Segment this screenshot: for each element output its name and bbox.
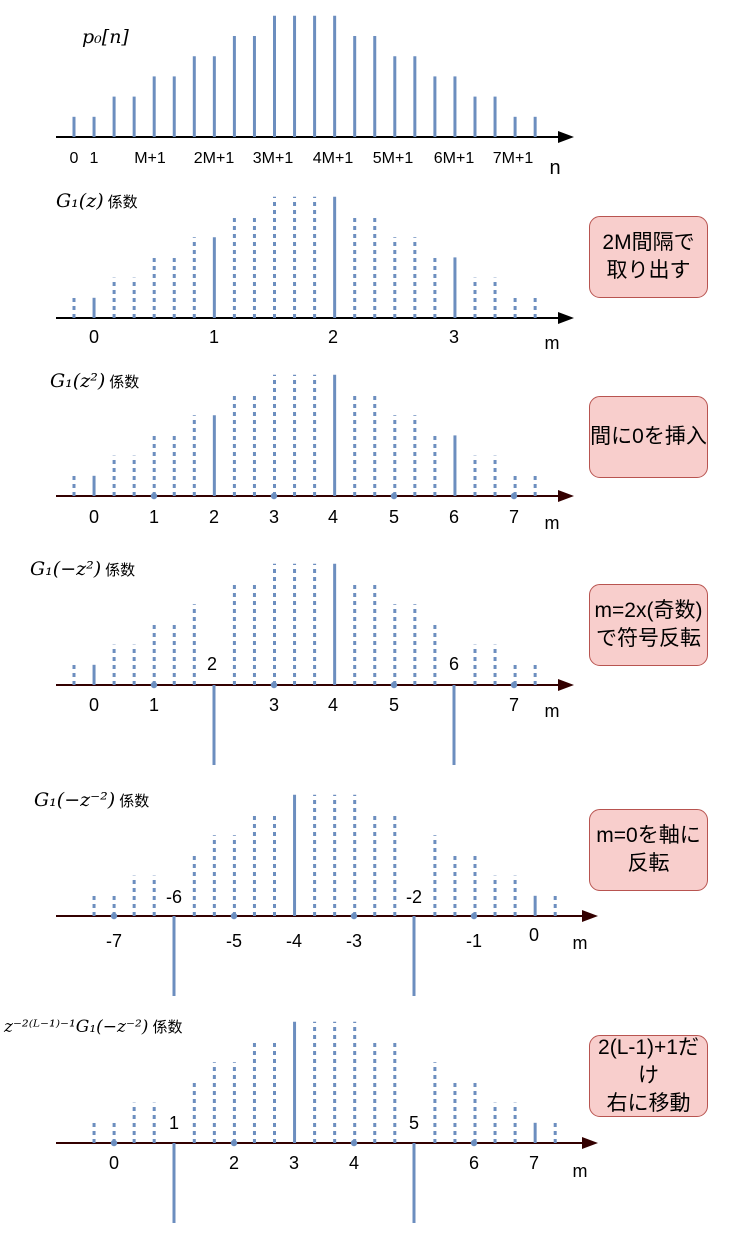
zero-sample-dot bbox=[150, 681, 158, 689]
panel-title-suffix: 係数 bbox=[119, 792, 150, 810]
tick-label: 2 bbox=[328, 327, 338, 347]
zero-sample-dot bbox=[350, 1139, 358, 1147]
tick-label: 0 bbox=[89, 327, 99, 347]
zero-sample-dot bbox=[230, 912, 238, 920]
panel-title-suffix: 係数 bbox=[109, 373, 140, 391]
tick-label: 2M+1 bbox=[194, 150, 235, 167]
tick-label: 0 bbox=[529, 925, 539, 945]
tick-label: 1 bbox=[149, 695, 159, 715]
tick-label: -5 bbox=[226, 931, 242, 951]
tick-label: 6M+1 bbox=[434, 150, 475, 167]
panel-title-g1-neg-z2: G₁(−z²) 係数 bbox=[30, 558, 135, 580]
tick-label: -7 bbox=[106, 931, 122, 951]
tick-label: 3M+1 bbox=[253, 150, 294, 167]
tick-label: 4M+1 bbox=[313, 150, 354, 167]
tick-label: 4 bbox=[328, 695, 338, 715]
tick-label: -1 bbox=[466, 931, 482, 951]
tick-label: 6 bbox=[449, 507, 459, 527]
zero-sample-dot bbox=[150, 492, 158, 500]
zero-sample-dot bbox=[510, 681, 518, 689]
tick-label: 6 bbox=[449, 654, 459, 674]
panel-title-suffix: 係数 bbox=[107, 193, 138, 211]
axis-m-arrowhead bbox=[558, 679, 574, 691]
axis-label-m: m bbox=[573, 1161, 588, 1181]
panel-title-text: G₁(z) bbox=[56, 190, 104, 212]
axis-n-arrowhead bbox=[558, 131, 574, 143]
note-sign-flip-odd: m=2x(奇数) で符号反転 bbox=[589, 584, 708, 666]
tick-label: 3 bbox=[269, 507, 279, 527]
panel-title-text: G₁(z²) bbox=[50, 370, 106, 392]
axis-m-arrowhead bbox=[582, 1137, 598, 1149]
zero-sample-dot bbox=[230, 1139, 238, 1147]
zero-sample-dot bbox=[390, 492, 398, 500]
zero-sample-dot bbox=[110, 912, 118, 920]
tick-label: 1 bbox=[209, 327, 219, 347]
panel-title-text: G₁(−z⁻²) bbox=[34, 789, 116, 811]
tick-label: 0 bbox=[89, 507, 99, 527]
tick-label: 0 bbox=[109, 1153, 119, 1173]
panel-title-g1-neg-zinv2: G₁(−z⁻²) 係数 bbox=[34, 789, 149, 811]
tick-label: 2 bbox=[229, 1153, 239, 1173]
axis-label-n: n bbox=[549, 157, 560, 179]
zero-sample-dot bbox=[510, 492, 518, 500]
tick-label: 7 bbox=[509, 695, 519, 715]
panel-title-g1-z2: G₁(z²) 係数 bbox=[50, 370, 139, 392]
tick-label: 0 bbox=[70, 150, 79, 167]
zero-sample-dot bbox=[390, 681, 398, 689]
axis-m-arrowhead bbox=[582, 910, 598, 922]
panel-title-text: p₀[n] bbox=[82, 26, 129, 48]
tick-label: 2 bbox=[209, 507, 219, 527]
tick-label: 1 bbox=[169, 1113, 179, 1133]
axis-m-arrowhead bbox=[558, 312, 574, 324]
tick-label: 5M+1 bbox=[373, 150, 414, 167]
tick-label: 7M+1 bbox=[493, 150, 534, 167]
panel-title-suffix: 係数 bbox=[152, 1018, 183, 1036]
note-extract-every-2m: 2M間隔で 取り出す bbox=[589, 216, 708, 298]
tick-label: 3 bbox=[449, 327, 459, 347]
tick-label: -2 bbox=[406, 887, 422, 907]
panel-title-suffix: 係数 bbox=[105, 561, 136, 579]
note-shift-right: 2(L-1)+1だけ 右に移動 bbox=[589, 1035, 708, 1117]
panel-title-shifted: z⁻²⁽ᴸ⁻¹⁾⁻¹G₁(−z⁻²) 係数 bbox=[4, 1016, 182, 1037]
tick-label: 7 bbox=[529, 1153, 539, 1173]
axis-label-m: m bbox=[573, 933, 588, 953]
panel-title-p0: p₀[n] bbox=[82, 26, 129, 48]
tick-label: 5 bbox=[389, 695, 399, 715]
tick-label: 5 bbox=[409, 1113, 419, 1133]
tick-label: 2 bbox=[207, 654, 217, 674]
axis-label-m: m bbox=[545, 513, 560, 533]
zero-sample-dot bbox=[470, 912, 478, 920]
panel-title-g1: G₁(z) 係数 bbox=[56, 190, 138, 212]
panel-title-text: z⁻²⁽ᴸ⁻¹⁾⁻¹G₁(−z⁻²) bbox=[4, 1017, 149, 1037]
zero-sample-dot bbox=[470, 1139, 478, 1147]
tick-label: 4 bbox=[328, 507, 338, 527]
tick-label: 3 bbox=[269, 695, 279, 715]
tick-label: 1 bbox=[90, 150, 99, 167]
tick-label: -6 bbox=[166, 887, 182, 907]
tick-label: M+1 bbox=[134, 150, 166, 167]
axis-label-m: m bbox=[545, 333, 560, 353]
tick-label: 0 bbox=[89, 695, 99, 715]
tick-label: 5 bbox=[389, 507, 399, 527]
tick-label: -4 bbox=[286, 931, 302, 951]
tick-label: 6 bbox=[469, 1153, 479, 1173]
tick-label: 7 bbox=[509, 507, 519, 527]
tick-label: 1 bbox=[149, 507, 159, 527]
axis-m-arrowhead bbox=[558, 490, 574, 502]
axis-label-m: m bbox=[545, 701, 560, 721]
note-reverse-about-zero: m=0を軸に 反転 bbox=[589, 809, 708, 891]
zero-sample-dot bbox=[270, 492, 278, 500]
tick-label: 3 bbox=[289, 1153, 299, 1173]
tick-label: 4 bbox=[349, 1153, 359, 1173]
panel-title-text: G₁(−z²) bbox=[30, 558, 102, 580]
zero-sample-dot bbox=[270, 681, 278, 689]
zero-sample-dot bbox=[350, 912, 358, 920]
note-insert-zeros: 間に0を挿入 bbox=[589, 396, 708, 478]
tick-label: -3 bbox=[346, 931, 362, 951]
zero-sample-dot bbox=[110, 1139, 118, 1147]
